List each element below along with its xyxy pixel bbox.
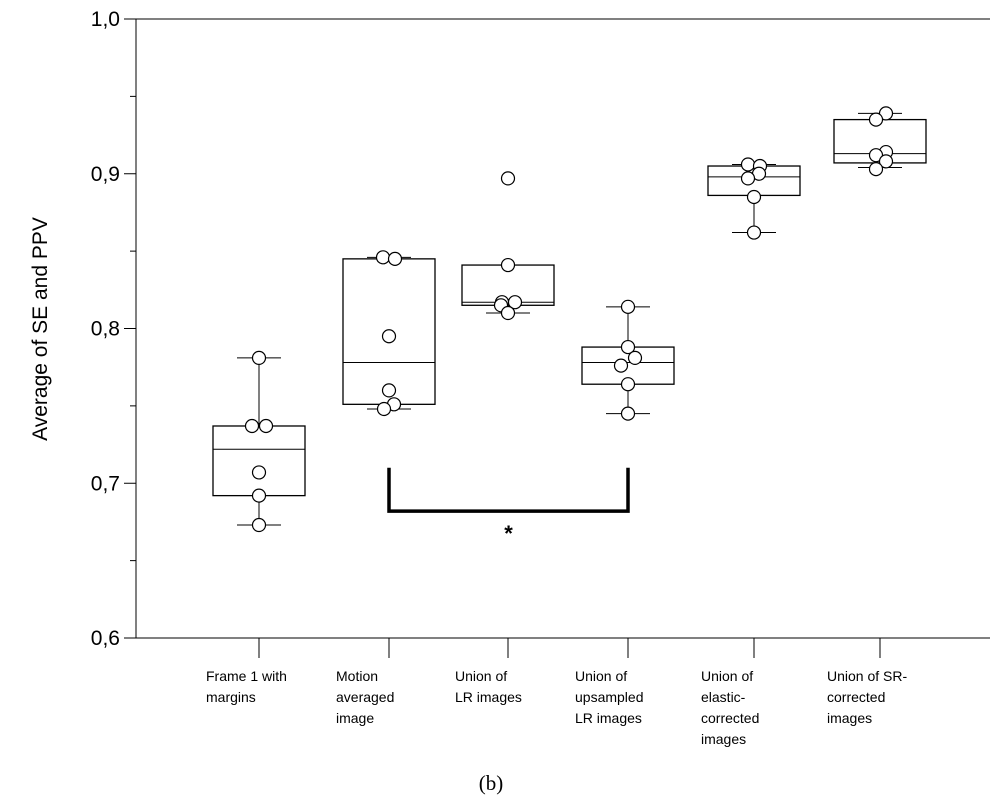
data-point [746, 225, 762, 240]
y-tick-label: 0,8 [91, 318, 120, 341]
y-tick-label: 0,9 [91, 163, 120, 186]
x-tick-label: Union of upsampled LR images [575, 668, 644, 726]
data-point [620, 339, 636, 355]
data-point [258, 418, 274, 434]
data-point [868, 162, 884, 177]
data-point [251, 465, 267, 480]
data-point [740, 157, 756, 172]
data-point [627, 350, 643, 366]
x-tick-label-line: images [827, 710, 872, 726]
data-point [500, 171, 516, 186]
figure-caption: (b) [479, 771, 504, 795]
y-tick-label: 0,6 [91, 627, 120, 650]
data-point [500, 257, 516, 273]
x-tick-label-line: Union of SR- [827, 668, 907, 684]
data-point [244, 418, 260, 434]
x-tick-label-line: Frame 1 with [206, 668, 287, 684]
y-tick-label: 1,0 [91, 8, 120, 31]
data-point [620, 406, 636, 421]
x-tick-label: Motion averaged image [336, 668, 394, 726]
x-tick-label: Union of elastic-corrected images [701, 668, 759, 747]
x-tick-label: Union of SR-corrected images [827, 668, 907, 726]
x-tick-label: Union of LR images [455, 668, 522, 705]
x-tick-label-line: corrected [701, 710, 759, 726]
data-point [878, 106, 894, 121]
box-iqr [212, 425, 306, 497]
data-point [376, 401, 392, 417]
x-tick-label-line: corrected [827, 689, 885, 705]
x-tick-label-line: Motion [336, 668, 378, 684]
x-tick-label-line: image [336, 710, 374, 726]
x-tick-label-line: images [701, 731, 746, 747]
x-tick-label: Frame 1 with margins [206, 668, 287, 705]
x-tick-label-line: Union of [701, 668, 753, 684]
y-axis-label: Average of SE and PPV [29, 217, 52, 441]
x-tick-label-line: elastic- [701, 689, 746, 705]
data-point [251, 488, 267, 503]
data-point [375, 250, 391, 265]
points-layer [244, 106, 894, 533]
x-tick-label-line: upsampled [575, 689, 644, 705]
data-point [613, 358, 629, 373]
data-point [500, 305, 516, 321]
data-point [878, 154, 894, 169]
data-point [868, 148, 884, 163]
data-point [746, 189, 762, 205]
data-point [868, 112, 884, 127]
x-tick-label-line: Union of [575, 668, 627, 684]
axes: 0,6 0,7 0,8 0,9 1,0 Frame 1 with margins Motion… [91, 8, 990, 747]
box-group [581, 306, 675, 415]
data-point [251, 517, 267, 533]
data-point [620, 299, 636, 314]
y-tick-label: 0,7 [91, 472, 120, 495]
boxes-layer [212, 112, 927, 526]
data-point [381, 383, 397, 398]
data-point [381, 329, 397, 344]
significance-label: * [504, 521, 513, 546]
x-tick-label-line: LR images [575, 710, 642, 726]
data-point [507, 295, 523, 310]
x-tick-label-line: LR images [455, 689, 522, 705]
x-tick-label-line: margins [206, 689, 256, 705]
data-point [740, 171, 756, 186]
annotation-layer: * [387, 467, 630, 546]
data-point [251, 350, 267, 366]
data-point [387, 251, 403, 266]
data-point [620, 377, 636, 392]
x-tick-label-line: Union of [455, 668, 507, 684]
significance-bracket [387, 467, 630, 513]
x-tick-label-line: averaged [336, 689, 394, 705]
